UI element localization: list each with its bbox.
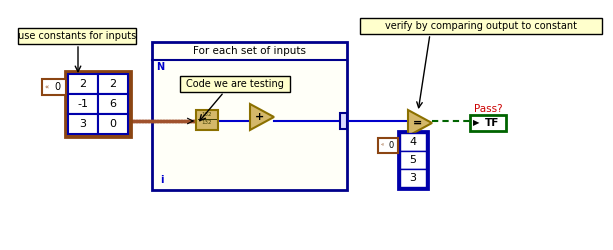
Bar: [152, 42, 347, 190]
Bar: [398, 131, 428, 189]
Text: 0: 0: [54, 82, 60, 92]
Bar: [65, 71, 131, 137]
Text: Pass?: Pass?: [474, 104, 502, 114]
Text: 132: 132: [202, 120, 212, 124]
Text: 0: 0: [389, 140, 394, 149]
Text: use constants for inputs: use constants for inputs: [18, 31, 136, 41]
Bar: [68, 74, 98, 94]
Text: 6: 6: [110, 99, 116, 109]
Bar: [400, 169, 426, 187]
Text: Code we are testing: Code we are testing: [186, 79, 284, 89]
Text: TF: TF: [485, 118, 499, 128]
Bar: [340, 113, 347, 129]
Text: 132: 132: [202, 112, 212, 117]
Polygon shape: [408, 110, 432, 136]
Text: 5: 5: [409, 155, 416, 165]
Text: ▶: ▶: [473, 118, 479, 128]
Text: 4: 4: [409, 137, 417, 147]
Bar: [360, 18, 602, 34]
Polygon shape: [250, 104, 274, 130]
Text: 0: 0: [110, 119, 116, 129]
Bar: [98, 114, 128, 134]
Bar: [42, 79, 66, 95]
Bar: [196, 110, 218, 130]
Bar: [180, 76, 290, 92]
Text: =: =: [413, 118, 422, 128]
Text: N: N: [156, 62, 164, 72]
Bar: [98, 74, 128, 94]
Text: 2: 2: [80, 79, 86, 89]
Bar: [18, 28, 136, 44]
Text: 2: 2: [110, 79, 116, 89]
Bar: [378, 138, 398, 153]
Text: For each set of inputs: For each set of inputs: [193, 46, 306, 56]
Text: i: i: [160, 175, 164, 185]
Text: «: «: [380, 142, 384, 148]
Bar: [68, 94, 98, 114]
Bar: [400, 151, 426, 169]
Text: «: «: [45, 84, 49, 90]
Text: 3: 3: [80, 119, 86, 129]
Bar: [470, 115, 506, 131]
Text: verify by comparing output to constant: verify by comparing output to constant: [385, 21, 577, 31]
Bar: [98, 94, 128, 114]
Bar: [68, 114, 98, 134]
Text: +: +: [254, 112, 264, 122]
Text: 3: 3: [409, 173, 416, 183]
Text: -1: -1: [77, 99, 88, 109]
Bar: [400, 133, 426, 151]
